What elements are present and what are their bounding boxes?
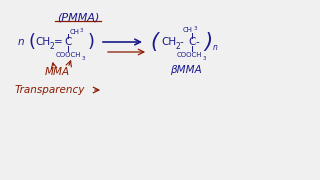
Text: C: C (64, 37, 71, 47)
Text: ): ) (88, 33, 95, 51)
Text: CH: CH (161, 37, 176, 47)
Text: βMMA: βMMA (170, 65, 202, 75)
Text: COOCH: COOCH (177, 52, 203, 58)
Text: 3: 3 (82, 55, 85, 60)
Text: -: - (196, 37, 200, 47)
Text: n: n (213, 42, 218, 51)
Text: CH: CH (35, 37, 50, 47)
Text: MMA: MMA (45, 67, 70, 77)
Text: 2: 2 (50, 42, 55, 51)
Text: (: ( (28, 33, 35, 51)
Text: 3: 3 (80, 28, 84, 33)
Text: 3: 3 (203, 55, 206, 60)
Text: -: - (179, 37, 183, 47)
Text: n: n (18, 37, 25, 47)
Text: (: ( (150, 32, 158, 52)
Text: CH: CH (70, 29, 80, 35)
Text: 2: 2 (175, 42, 180, 51)
Text: ): ) (204, 32, 212, 52)
Text: =: = (54, 37, 63, 47)
Text: COOCH: COOCH (56, 52, 82, 58)
Text: Transparency: Transparency (15, 85, 85, 95)
Text: (PMMA): (PMMA) (57, 12, 99, 22)
Text: CH: CH (183, 27, 193, 33)
Text: C: C (188, 37, 196, 47)
Text: 3: 3 (194, 26, 197, 30)
